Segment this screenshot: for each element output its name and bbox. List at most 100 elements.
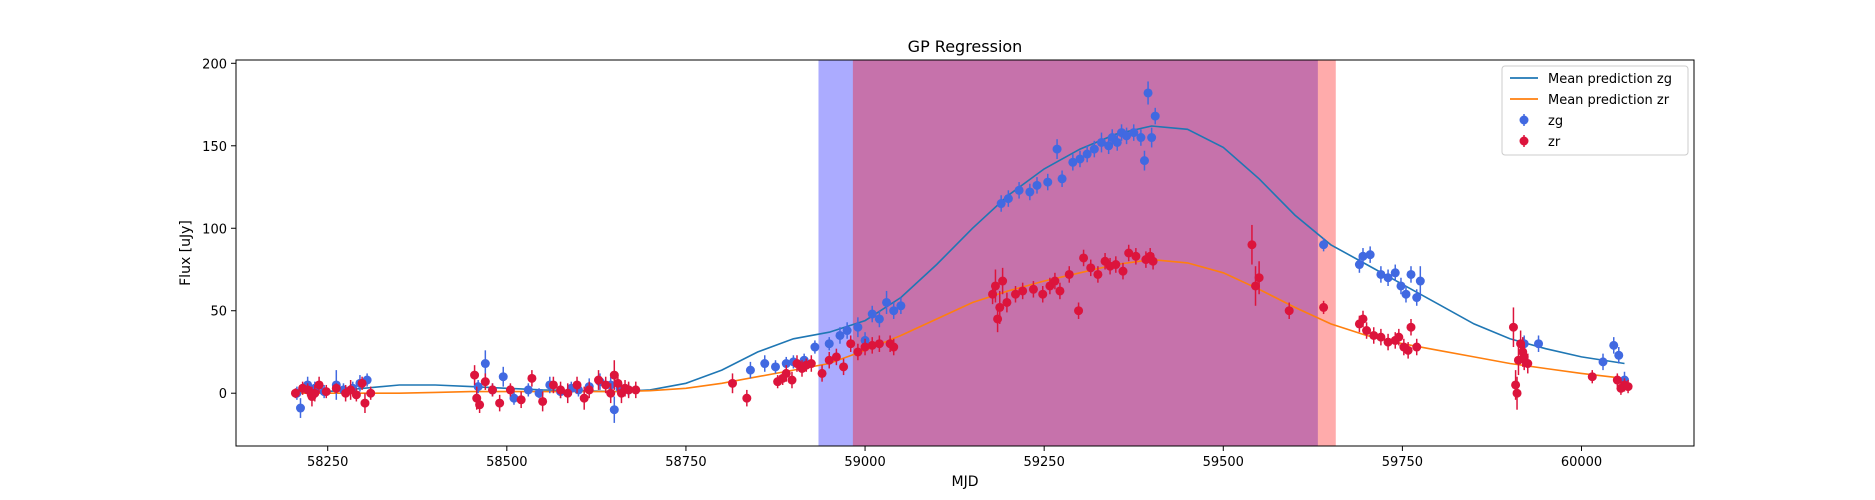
data-point-zr: [867, 337, 877, 354]
marker: [1093, 269, 1103, 279]
data-point-zg: [835, 327, 845, 344]
x-tick-label: 58750: [665, 455, 706, 470]
marker: [1043, 177, 1053, 187]
chart-legend: Mean prediction zg Mean prediction zr zg zr: [1501, 65, 1689, 156]
marker: [1406, 322, 1416, 332]
data-point-zr: [613, 375, 623, 392]
marker: [770, 362, 780, 372]
data-point-zr: [990, 269, 1000, 303]
marker: [1362, 326, 1372, 336]
data-point-zr: [624, 381, 634, 399]
marker: [810, 342, 820, 352]
marker: [1025, 187, 1035, 197]
data-point-zr: [556, 381, 566, 399]
data-point-zg: [996, 195, 1006, 212]
data-point-zr: [806, 355, 816, 372]
marker: [842, 326, 852, 336]
marker: [745, 365, 755, 375]
marker: [480, 359, 490, 369]
data-point-zg: [1319, 238, 1329, 252]
marker: [1403, 345, 1413, 355]
marker: [1050, 276, 1060, 286]
marker: [1358, 251, 1368, 261]
data-point-zr: [995, 290, 1005, 324]
data-point-zr: [1319, 300, 1329, 315]
data-point-zr: [1369, 327, 1379, 344]
data-point-zg: [1390, 264, 1400, 282]
marker: [1018, 286, 1028, 296]
data-point-zr: [572, 376, 582, 394]
marker: [1623, 382, 1633, 392]
marker: [1415, 276, 1425, 286]
marker: [351, 390, 361, 400]
data-point-zr: [1251, 266, 1261, 306]
chart-title: GP Regression: [908, 37, 1023, 56]
marker: [1284, 306, 1294, 316]
data-point-zg: [1415, 266, 1425, 296]
marker: [1038, 289, 1048, 299]
marker: [1354, 260, 1364, 270]
data-point-zr: [601, 376, 611, 394]
shaded-region-2: [852, 60, 1336, 446]
marker: [846, 339, 856, 349]
data-point-zr: [1118, 262, 1128, 280]
marker: [1055, 286, 1065, 296]
data-point-zr: [1254, 261, 1264, 295]
data-point-zg: [1614, 347, 1624, 364]
data-point-zg: [824, 337, 834, 351]
marker: [889, 342, 899, 352]
data-point-zg: [760, 355, 770, 372]
data-point-zg: [1096, 132, 1106, 153]
data-point-zr: [1512, 376, 1522, 410]
data-point-zg: [1089, 140, 1099, 158]
marker: [538, 396, 548, 406]
data-point-zg: [867, 305, 877, 323]
data-point-zg: [1136, 129, 1146, 146]
marker: [1512, 388, 1522, 398]
data-point-zg: [1401, 285, 1411, 303]
marker: [824, 355, 834, 365]
data-point-zr: [1523, 353, 1533, 374]
data-point-zr: [548, 376, 558, 394]
plot-area-frame: [235, 59, 1695, 447]
marker: [1598, 357, 1608, 367]
x-tick-label: 60000: [1561, 455, 1602, 470]
marker: [806, 359, 816, 369]
marker: [1122, 131, 1132, 141]
marker: [556, 385, 566, 395]
data-point-zg: [1396, 277, 1406, 295]
marker: [609, 405, 619, 415]
data-point-zg: [1052, 139, 1062, 159]
y-tick-label: 150: [202, 140, 227, 155]
legend-item-zr: zr: [1519, 135, 1561, 150]
marker: [1131, 251, 1141, 261]
marker: [360, 398, 370, 408]
data-point-zr: [516, 391, 526, 409]
marker: [1383, 337, 1393, 347]
marker: [742, 393, 752, 403]
marker: [1082, 149, 1092, 159]
data-point-zg: [480, 350, 490, 377]
legend-frame: [1501, 65, 1689, 156]
data-point-zr: [495, 394, 505, 412]
data-point-zr: [874, 335, 884, 352]
marker: [1143, 88, 1153, 98]
data-point-zg: [1014, 182, 1024, 199]
data-point-zg: [745, 361, 755, 379]
legend-marker-swatch: [1519, 115, 1529, 125]
marker: [310, 388, 320, 398]
data-point-zr: [839, 358, 849, 376]
data-point-zr: [817, 365, 827, 382]
marker: [1032, 180, 1042, 190]
data-point-zr: [1064, 266, 1074, 283]
data-point-zr: [846, 335, 856, 352]
data-point-zr: [1028, 281, 1038, 298]
data-point-zr: [1018, 282, 1028, 300]
data-point-zr: [1394, 328, 1404, 346]
marker: [1086, 263, 1096, 273]
x-tick-label: 59000: [844, 455, 885, 470]
marker: [1376, 269, 1386, 279]
data-point-zr: [290, 388, 300, 399]
data-point-zg: [473, 380, 483, 394]
